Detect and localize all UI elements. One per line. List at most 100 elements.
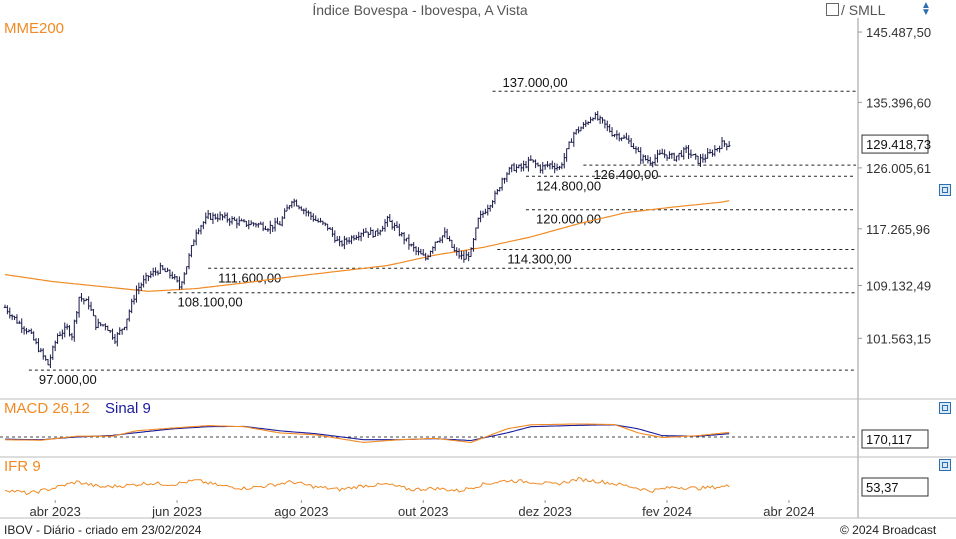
sort-updown-icon[interactable]: ▲ ▼ (921, 0, 931, 18)
ohlc-bar (257, 222, 260, 228)
ohlc-bar (56, 333, 59, 344)
ohlc-bar (20, 318, 23, 334)
ohlc-bar (192, 239, 196, 247)
ohlc-bar (407, 234, 411, 250)
ohlc-bar (625, 132, 628, 140)
ohlc-bar (548, 163, 552, 170)
ohlc-bar (249, 220, 253, 226)
ohlc-bar (149, 271, 152, 279)
ohlc-bar (524, 160, 528, 169)
ohlc-bar (345, 237, 348, 245)
ohlc-bar (450, 239, 454, 248)
ohlc-bar (596, 110, 599, 121)
ohlc-bar (319, 217, 322, 223)
price-pane-settings-icon[interactable] (939, 184, 951, 196)
ohlc-bar (680, 150, 683, 158)
ohlc-bar (352, 234, 356, 241)
ohlc-bar (140, 282, 143, 291)
ohlc-bar (723, 140, 726, 147)
ohlc-bar (405, 237, 408, 242)
ohlc-bar (22, 326, 26, 335)
ohlc-bar (512, 162, 516, 172)
ohlc-bar (276, 217, 279, 225)
ohlc-bar (252, 222, 255, 227)
ohlc-bar (321, 220, 325, 226)
ohlc-bar (53, 340, 57, 352)
ohlc-bar (503, 177, 506, 184)
ifr-value-box (861, 477, 929, 497)
ifr-pane-settings-icon[interactable] (939, 459, 951, 471)
ohlc-bar (73, 319, 76, 342)
ohlc-bar (429, 250, 432, 258)
ohlc-bar (673, 152, 676, 161)
ohlc-bar (359, 232, 363, 242)
ohlc-bar (195, 229, 198, 246)
ohlc-bar (383, 219, 387, 232)
ohlc-bar (704, 154, 707, 163)
ohlc-bar (223, 212, 227, 219)
ohlc-bar (543, 164, 547, 170)
ohlc-bar (598, 115, 602, 125)
ohlc-bar (467, 251, 470, 262)
ohlc-bar (610, 127, 614, 137)
y-tick-label: 126.005,61 (866, 161, 931, 176)
ohlc-bar (42, 348, 45, 360)
ohlc-bar (68, 325, 71, 337)
ohlc-bar (699, 154, 702, 167)
ohlc-bar (333, 230, 337, 243)
ohlc-bar (13, 315, 16, 320)
ohlc-bar (727, 141, 731, 148)
ohlc-bar (25, 327, 28, 335)
ohlc-bar (522, 160, 525, 172)
ohlc-bar (70, 332, 74, 341)
ohlc-bar (684, 145, 688, 153)
y-tick-label: 117.265,96 (866, 222, 930, 237)
ohlc-bar (584, 119, 587, 128)
ohlc-bar (283, 208, 286, 219)
ohlc-bar (156, 270, 160, 276)
ohlc-bar (402, 232, 406, 245)
ohlc-bar (379, 229, 382, 236)
ohlc-bar (264, 225, 267, 231)
ohlc-bar (183, 272, 186, 285)
ohlc-bar (546, 161, 549, 168)
ohlc-bar (175, 276, 179, 283)
ohlc-bar (551, 160, 554, 170)
ohlc-bar (603, 119, 607, 129)
compare-toggle[interactable]: / SMLL (826, 2, 885, 18)
checkbox-icon[interactable] (826, 3, 839, 16)
ohlc-bar (579, 126, 583, 132)
macd-pane-settings-icon[interactable] (939, 402, 951, 414)
ohlc-bar (271, 224, 274, 232)
ohlc-bar (541, 161, 544, 174)
ohlc-bar (297, 205, 301, 210)
ohlc-bar (206, 210, 210, 220)
ohlc-bar (314, 215, 317, 221)
ohlc-bar (144, 272, 148, 284)
ohlc-bar (75, 311, 78, 324)
ohlc-bar (233, 216, 236, 221)
ohlc-bar (572, 131, 576, 147)
ohlc-bar (498, 187, 501, 192)
ohlc-bar (661, 148, 664, 155)
ohlc-bar (465, 250, 468, 260)
ohlc-bar (419, 248, 423, 255)
x-tick-label: out 2023 (398, 504, 449, 519)
ohlc-bar (187, 253, 191, 270)
ohlc-bar (720, 137, 724, 150)
ohlc-bar (151, 267, 155, 277)
ohlc-bar (567, 141, 571, 150)
ohlc-bar (6, 305, 9, 315)
ohlc-bar (355, 234, 358, 240)
macd-line (4, 423, 730, 443)
ohlc-bar (92, 309, 95, 317)
ohlc-bar (701, 153, 705, 163)
ohlc-bar (15, 314, 19, 324)
ohlc-bar (558, 165, 561, 170)
ohlc-bar (706, 148, 709, 159)
ohlc-bar (32, 331, 35, 341)
ifr-value-label: 53,37 (866, 480, 899, 495)
ohlc-bar (168, 269, 172, 279)
ohlc-bar (238, 216, 241, 227)
ohlc-bar (369, 227, 372, 235)
